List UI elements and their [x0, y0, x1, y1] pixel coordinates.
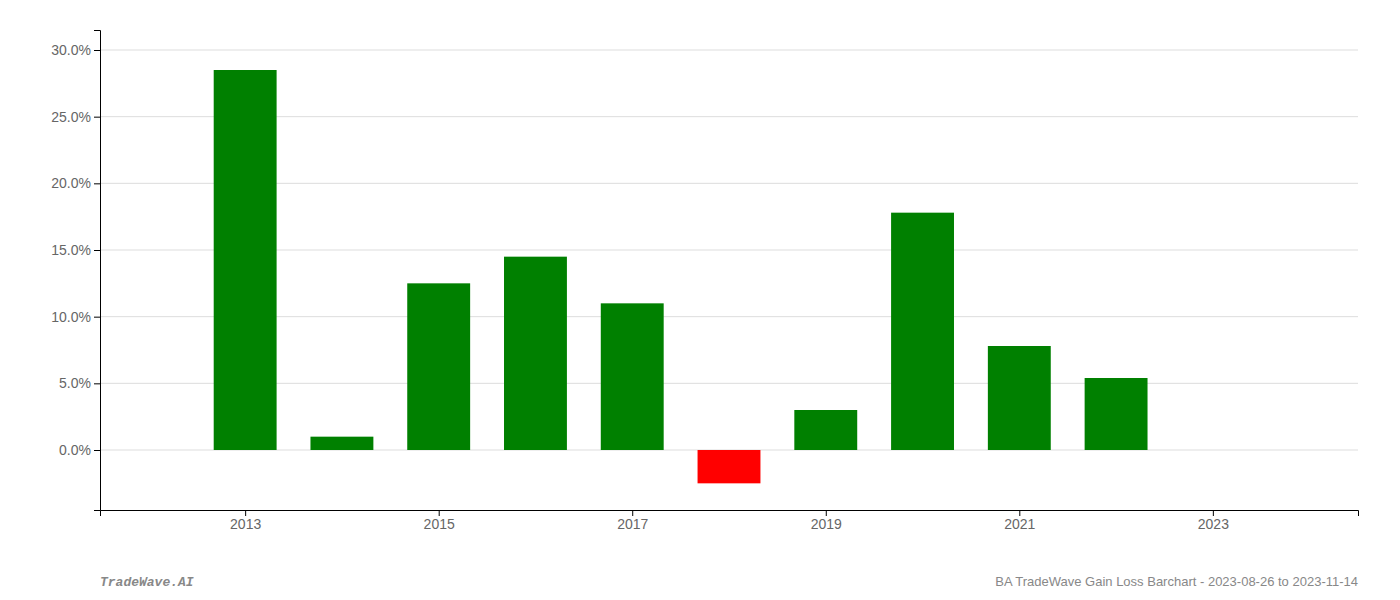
grid-line [100, 250, 1358, 251]
y-tick: 5.0% [59, 375, 100, 391]
grid-line [100, 383, 1358, 384]
x-tick: 2021 [1004, 510, 1035, 532]
footer-right: BA TradeWave Gain Loss Barchart - 2023-0… [995, 574, 1358, 589]
y-tick: 30.0% [51, 42, 100, 58]
y-tick-mark [94, 317, 100, 318]
bar [794, 410, 857, 450]
x-tick: 2019 [811, 510, 842, 532]
grid-line [100, 116, 1358, 117]
y-axis-line [94, 31, 101, 511]
y-tick: 0.0% [59, 442, 100, 458]
y-tick-mark [94, 250, 100, 251]
x-tick: 2023 [1198, 510, 1229, 532]
grid-line [100, 183, 1358, 184]
y-tick-label: 10.0% [51, 309, 91, 325]
x-tick-label: 2019 [811, 516, 842, 532]
x-tick-label: 2013 [230, 516, 261, 532]
y-tick: 20.0% [51, 175, 100, 191]
footer-left: TradeWave.AI [100, 575, 194, 590]
x-tick-label: 2023 [1198, 516, 1229, 532]
bar [1085, 378, 1148, 450]
x-tick: 2013 [230, 510, 261, 532]
y-axis: 0.0% 5.0% 10.0% 15.0% 20.0% 25.0% 30.0% [51, 31, 100, 511]
grid [100, 50, 1358, 450]
y-tick-label: 15.0% [51, 242, 91, 258]
y-tick-label: 0.0% [59, 442, 91, 458]
y-tick-mark [94, 450, 100, 451]
y-tick-label: 20.0% [51, 175, 91, 191]
bar [988, 346, 1051, 450]
bars [214, 70, 1148, 483]
grid-line [100, 316, 1358, 317]
y-tick-mark [94, 383, 100, 384]
bar [214, 70, 277, 450]
bar [310, 437, 373, 450]
y-tick-label: 5.0% [59, 375, 91, 391]
y-tick-mark [94, 117, 100, 118]
bar [698, 450, 761, 483]
y-tick-mark [94, 50, 100, 51]
x-tick-label: 2021 [1004, 516, 1035, 532]
y-tick: 10.0% [51, 309, 100, 325]
x-tick: 2015 [424, 510, 455, 532]
x-tick-label: 2015 [424, 516, 455, 532]
x-tick: 2017 [617, 510, 648, 532]
plot: 0.0%5.0%10.0%15.0%20.0%25.0%30.0%2013201… [51, 31, 1358, 532]
y-tick: 25.0% [51, 109, 100, 125]
bar [891, 213, 954, 450]
y-tick-label: 25.0% [51, 109, 91, 125]
bar [601, 303, 664, 450]
x-axis: 2013 2015 2017 2019 2021 2023 [101, 510, 1359, 532]
bar [504, 257, 567, 450]
y-tick-label: 30.0% [51, 42, 91, 58]
bar [407, 283, 470, 450]
y-tick-mark [94, 183, 100, 184]
chart: 0.0%5.0%10.0%15.0%20.0%25.0%30.0%2013201… [0, 0, 1400, 600]
x-tick-label: 2017 [617, 516, 648, 532]
y-tick: 15.0% [51, 242, 100, 258]
x-axis-line [101, 511, 1359, 517]
grid-line [100, 50, 1358, 51]
